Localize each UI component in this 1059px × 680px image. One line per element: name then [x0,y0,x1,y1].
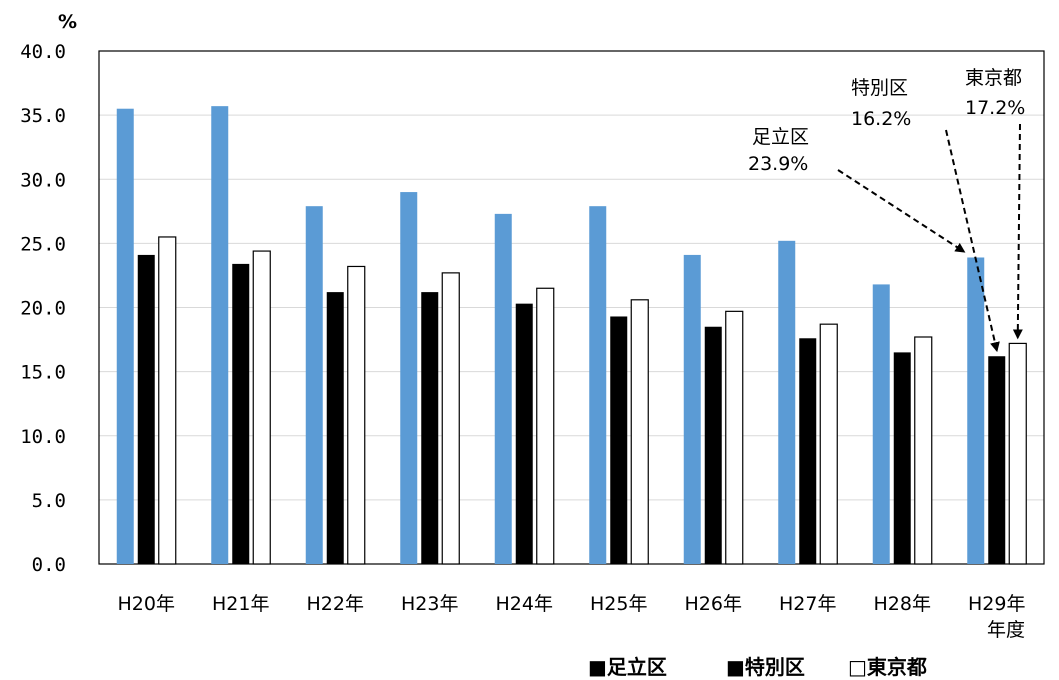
bar [819,323,838,565]
bar [400,192,418,564]
legend: ■足立区 ■特別区 □東京都 [588,655,927,679]
bar [893,352,911,564]
x-tick-label: H29年 [968,593,1025,615]
bar [988,356,1006,564]
y-tick-label: 30.0 [20,169,66,191]
bar [589,206,607,564]
bar [704,326,722,564]
y-tick-label: 10.0 [20,426,66,448]
bar [347,265,366,565]
bar [116,108,134,565]
bar [515,303,533,564]
bar [421,292,439,564]
annotation-tokubetsuku-name: 特別区 [851,77,908,99]
annotation-tokubetsuku-value: 16.2% [851,108,911,130]
bar [610,316,628,564]
x-tick-label: H24年 [496,593,553,615]
x-tick-label: H23年 [401,593,458,615]
bar [683,254,701,565]
x-tick-label: H28年 [874,593,931,615]
bar [232,263,250,564]
bar [326,292,344,564]
bars [116,106,1027,565]
bar [872,284,890,564]
annotation-tokyo-name: 東京都 [965,67,1022,89]
y-tick-label: 20.0 [20,298,66,320]
annotation-arrow-tokyo [1012,123,1023,340]
plot-area-border [98,50,1045,565]
bar [630,299,649,565]
annotation-tokyo-value: 17.2% [965,97,1025,119]
bar [211,106,229,565]
x-tick-label: H25年 [590,593,647,615]
bar [1008,342,1027,565]
x-tick-label: H22年 [307,593,364,615]
bar [778,240,796,564]
x-axis-ticks: H20年 H21年 H22年 H23年 H24年 H25年 H26年 H27年 H28年 H29年 [118,593,1026,615]
y-tick-label: 40.0 [20,41,66,63]
y-tick-label: 25.0 [20,233,66,255]
y-tick-label: 15.0 [20,362,66,384]
bar [967,257,985,564]
legend-entry: ■特別区 [726,655,805,679]
annotation-adachi-value: 23.9% [748,153,808,175]
bar [799,338,817,564]
y-tick-label: 0.0 [32,554,66,576]
annotation-arrow-adachi [837,169,966,253]
bar [494,213,512,564]
annotation-adachi-name: 足立区 [752,126,809,148]
bar [725,310,744,565]
bar [252,250,271,565]
y-tick-label: 35.0 [20,105,66,127]
annotations: 足立区 23.9% 特別区 16.2% 東京都 17.2% [748,67,1025,353]
x-tick-label: H21年 [212,593,269,615]
x-tick-label: H26年 [685,593,742,615]
legend-entry: □東京都 [848,655,927,679]
y-axis-ticks: 0.0 5.0 10.0 15.0 20.0 25.0 30.0 35.0 40.0 [20,41,66,576]
y-axis-unit-label: % [58,11,77,33]
y-tick-label: 5.0 [32,490,66,512]
x-tick-label: H20年 [118,593,175,615]
bar [137,254,155,565]
legend-entry: ■足立区 [588,655,667,679]
bar [914,336,933,565]
x-tick-label: H27年 [779,593,836,615]
bar [441,272,460,565]
bar [305,206,323,564]
x-axis-label: 年度 [987,619,1025,641]
bar [158,236,177,565]
annotation-arrow-tokubetsuku [945,129,1000,353]
bar [536,287,555,565]
